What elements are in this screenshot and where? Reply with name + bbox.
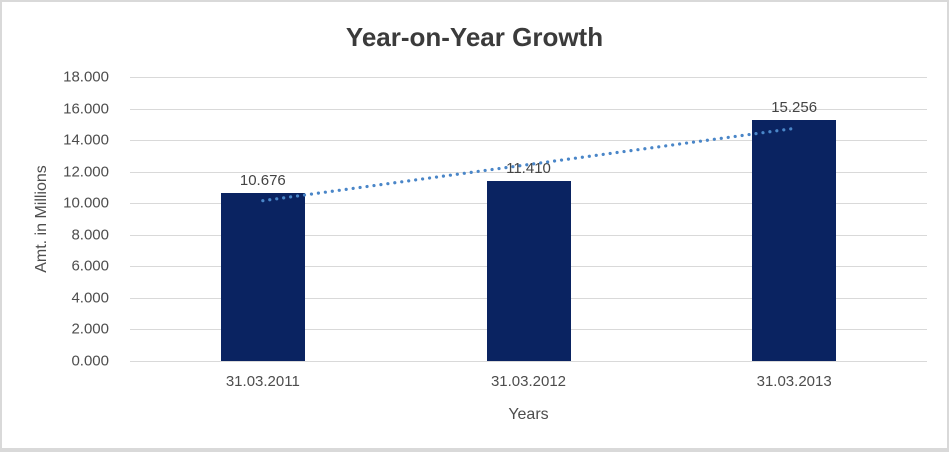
y-axis-title: Amt. in Millions [33, 165, 50, 273]
x-tick-label: 31.03.2012 [490, 373, 567, 390]
y-tick-label: 4.000 [71, 289, 109, 307]
gridline [130, 361, 927, 362]
bar-value-label: 10.676 [239, 171, 286, 189]
y-tick-label: 6.000 [71, 257, 109, 275]
y-tick-label: 14.000 [63, 131, 109, 149]
gridline [130, 108, 927, 110]
x-tick-label: 31.03.2013 [756, 373, 832, 390]
y-tick-label: 8.000 [71, 226, 109, 244]
chart-title: Year-on-Year Growth [345, 22, 604, 52]
y-tick-label: 12.000 [63, 163, 109, 181]
y-tick-label: 16.000 [63, 100, 109, 118]
bar [220, 192, 305, 361]
y-tick-label: 10.000 [63, 194, 109, 212]
bar-value-label: 11.410 [506, 159, 551, 177]
gridline [130, 77, 927, 78]
y-tick-label: 18.000 [63, 68, 109, 86]
plot-area: 10.676 11.410 15.256 [130, 77, 927, 362]
bar-value-label: 15.256 [771, 99, 818, 117]
bar [486, 180, 571, 361]
x-tick-label: 31.03.2011 [225, 373, 300, 390]
x-axis-title: Years [508, 406, 549, 423]
y-tick-label: 0.000 [71, 352, 109, 370]
bar [752, 120, 837, 361]
y-tick-label: 2.000 [71, 320, 109, 338]
